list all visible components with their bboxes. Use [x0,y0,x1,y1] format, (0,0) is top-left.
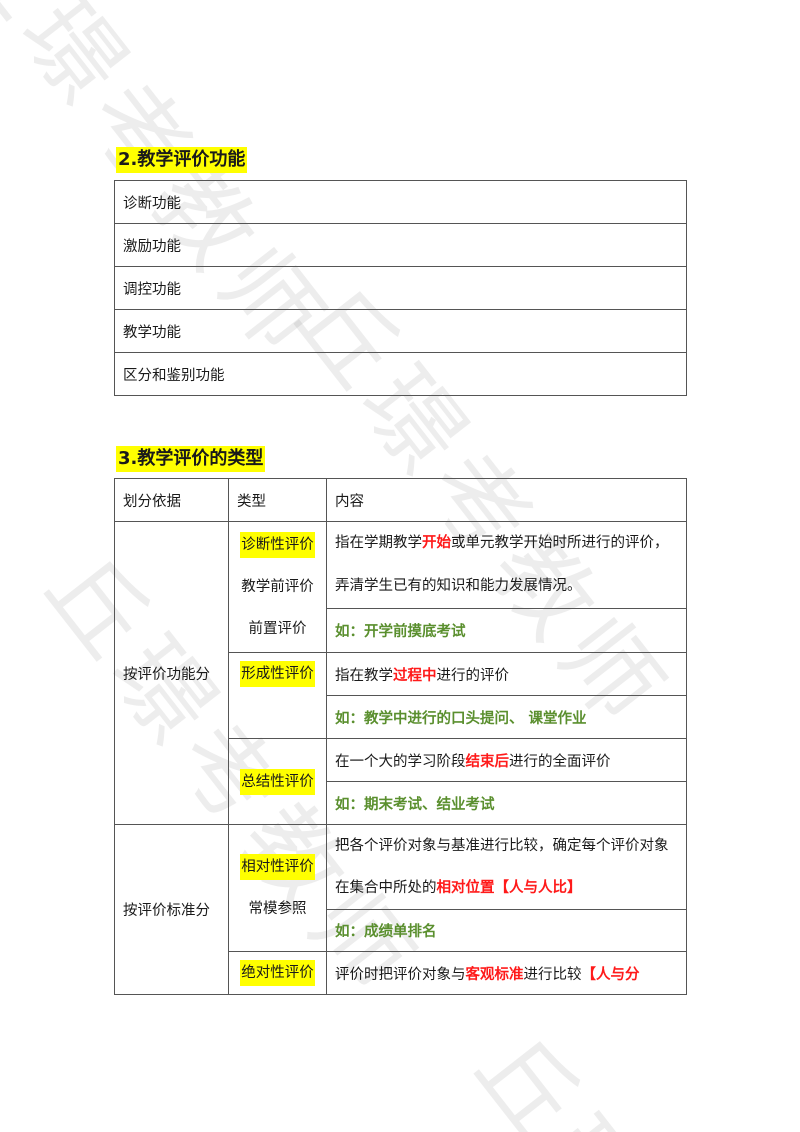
table-row: 总结性评价 在一个大的学习阶段结束后进行的全面评价 [115,738,687,825]
type-name: 总结性评价 [240,768,315,795]
type-example: 如：期末考试、结业考试 [326,781,687,825]
key-term: 相对位置【人与人比】 [436,880,582,896]
basis-function: 按评价功能分 [114,521,229,825]
table-row: 绝对性评价 评价时把评价对象与客观标准进行比较【人与分 [115,951,687,995]
function-item: 激励功能 [114,223,687,267]
key-term: 开始 [422,535,451,551]
type-alias: 教学前评价 [241,579,314,595]
table-row: 按评价功能分 诊断性评价 教学前评价 前置评价 指在学期教学开始或单元教学开始时… [114,521,687,825]
type-absolute: 绝对性评价 [228,951,327,995]
function-item: 调控功能 [114,266,687,310]
type-name: 绝对性评价 [240,960,315,986]
types-table: 划分依据 类型 内容 按评价功能分 诊断性评价 教学前评价 前置评价 指在学期教… [114,478,687,995]
header-type: 类型 [228,478,327,522]
key-term: 客观标准 [465,966,524,983]
key-term: 【人与分 [581,966,640,983]
type-formative: 形成性评价 [228,652,327,739]
function-item: 教学功能 [114,309,687,353]
function-item: 区分和鉴别功能 [114,352,687,396]
table-header-row: 划分依据 类型 内容 [114,478,687,522]
type-alias: 常模参照 [248,901,307,917]
type-example: 如：教学中进行的口头提问、 课堂作业 [326,695,687,739]
type-example: 如：开学前摸底考试 [326,608,687,653]
table-row: 如：开学前摸底考试 [115,608,687,653]
type-relative: 相对性评价 常模参照 [228,824,327,952]
type-name: 诊断性评价 [240,532,315,558]
section-title-functions: 2.教学评价功能 [116,147,248,173]
header-content: 内容 [326,478,687,522]
type-description: 在一个大的学习阶段结束后进行的全面评价 [326,738,687,782]
key-term: 过程中 [393,667,437,684]
type-description: 评价时把评价对象与客观标准进行比较【人与分 [326,951,687,995]
type-example: 如：成绩单排名 [326,909,687,952]
table-row: 如：教学中进行的口头提问、 课堂作业 [115,695,687,739]
type-description: 指在学期教学开始或单元教学开始时所进行的评价，弄清学生已有的知识和能力发展情况。 [326,521,687,609]
table-row: 按评价标准分 相对性评价 常模参照 把各个评价对象与基准进行比较，确定每个评价对… [114,824,687,995]
watermark: 丘璟考教师 [450,1000,800,1132]
key-term: 结束后 [465,753,510,770]
table-row: 形成性评价 指在教学过程中进行的评价 [115,652,687,739]
basis-standard: 按评价标准分 [114,824,229,995]
type-diagnostic: 诊断性评价 教学前评价 前置评价 [228,521,327,653]
type-summative: 总结性评价 [228,738,327,825]
section-title-types: 3.教学评价的类型 [116,446,266,472]
type-description: 指在教学过程中进行的评价 [326,652,687,696]
type-name: 相对性评价 [240,854,315,880]
function-item: 诊断功能 [114,180,687,224]
type-description: 把各个评价对象与基准进行比较，确定每个评价对象在集合中所处的相对位置【人与人比】 [326,824,687,910]
type-alias: 前置评价 [248,621,307,637]
functions-table: 诊断功能 激励功能 调控功能 教学功能 区分和鉴别功能 [114,180,687,396]
table-row: 如：成绩单排名 [115,909,687,952]
header-basis: 划分依据 [114,478,229,522]
type-name: 形成性评价 [240,661,315,687]
